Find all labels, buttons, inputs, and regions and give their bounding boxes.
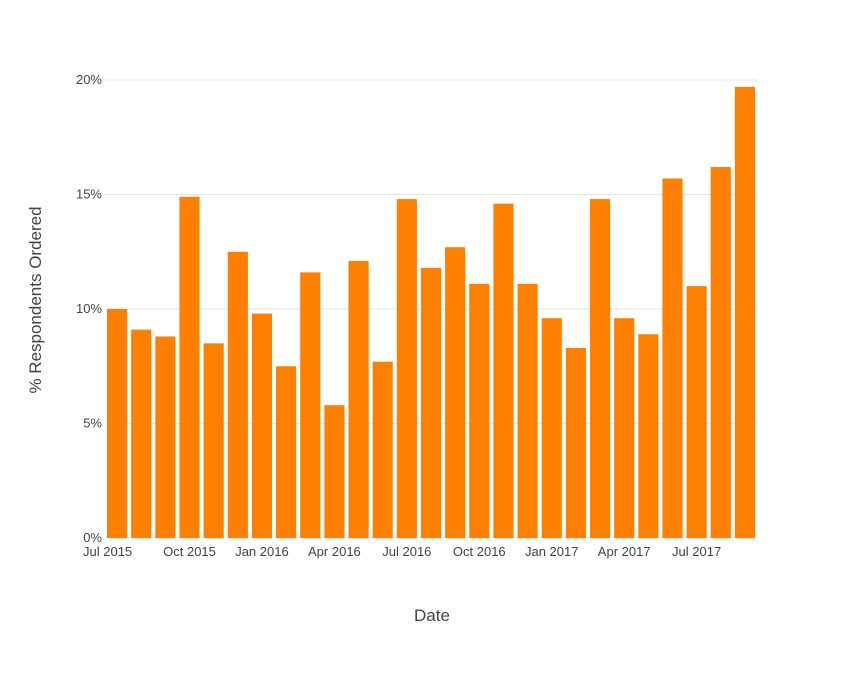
bar [372, 361, 393, 538]
bar [155, 336, 176, 538]
bar [348, 260, 369, 538]
x-tick-label: Jul 2015 [83, 544, 132, 559]
x-axis-title: Date [414, 606, 450, 625]
bar [251, 313, 273, 538]
bar [541, 318, 562, 538]
bar [445, 247, 466, 539]
bar [131, 329, 152, 538]
y-tick-label: 10% [76, 301, 102, 316]
x-tick-label: Jan 2016 [235, 544, 289, 559]
x-tick-label: Apr 2016 [308, 544, 361, 559]
x-tick-label: Apr 2017 [598, 544, 651, 559]
y-tick-label: 20% [76, 72, 102, 87]
y-tick-label: 5% [83, 416, 102, 431]
bar [300, 272, 321, 538]
bar [420, 267, 442, 538]
x-tick-label: Jul 2017 [672, 544, 721, 559]
bar [589, 199, 611, 538]
bar [203, 343, 224, 538]
y-tick-label: 15% [76, 187, 102, 202]
bar [493, 203, 514, 538]
x-tick-label: Oct 2015 [163, 544, 216, 559]
bar [638, 334, 659, 538]
bar [179, 196, 200, 539]
bar [324, 405, 345, 538]
bar [662, 178, 683, 538]
bar [614, 318, 635, 538]
x-tick-label: Oct 2016 [453, 544, 506, 559]
bar [469, 283, 490, 538]
y-tick-label: 0% [83, 530, 102, 545]
bars [107, 86, 755, 539]
bar [686, 286, 707, 538]
bar [276, 366, 297, 538]
x-tick-label: Jul 2016 [382, 544, 431, 559]
x-tick-label: Jan 2017 [525, 544, 579, 559]
y-axis-ticks: 0% 5% 10% 15% 20% [76, 72, 102, 545]
bar [734, 86, 755, 539]
bar [517, 283, 538, 538]
bar [227, 251, 248, 538]
y-axis-title: % Respondents Ordered [26, 206, 45, 393]
bar [396, 199, 417, 538]
x-axis-ticks: Jul 2015 Oct 2015 Jan 2016 Apr 2016 Jul 2016… [83, 544, 721, 559]
bar [565, 347, 586, 538]
bar [710, 167, 731, 538]
bar [107, 309, 128, 538]
